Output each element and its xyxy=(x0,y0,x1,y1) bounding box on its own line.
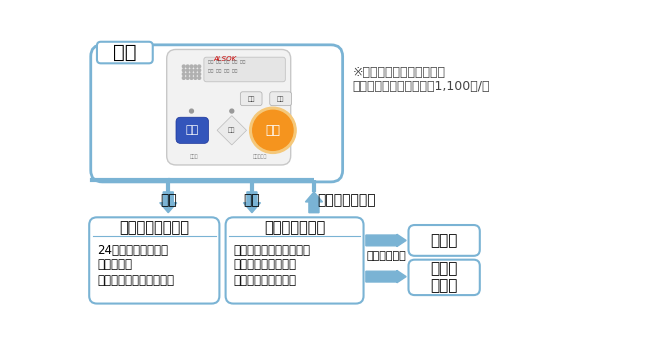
Text: 通話  着信  終了  保留  音量: 通話 着信 終了 保留 音量 xyxy=(208,60,245,64)
Text: ご家族: ご家族 xyxy=(430,233,458,248)
Circle shape xyxy=(190,77,193,79)
Circle shape xyxy=(183,73,185,76)
Text: 救急・
消防等: 救急・ 消防等 xyxy=(430,261,458,294)
Text: 応答  切断  消音  転送: 応答 切断 消音 転送 xyxy=(208,70,237,73)
Circle shape xyxy=(183,69,185,72)
FancyBboxPatch shape xyxy=(204,57,286,82)
FancyBboxPatch shape xyxy=(408,225,480,256)
FancyBboxPatch shape xyxy=(270,92,291,106)
Circle shape xyxy=(190,65,193,68)
Circle shape xyxy=(186,77,189,79)
FancyBboxPatch shape xyxy=(240,92,262,106)
Text: ガードセンター: ガードセンター xyxy=(264,221,325,236)
Circle shape xyxy=(183,77,185,79)
FancyBboxPatch shape xyxy=(89,217,219,303)
Text: 24時間看護師等常駐
通話料無料
健康、介護、栄養相談等: 24時間看護師等常駐 通話料無料 健康、介護、栄養相談等 xyxy=(97,244,174,286)
Text: ALSOK: ALSOK xyxy=(213,56,236,62)
Text: 相談: 相談 xyxy=(160,193,177,207)
Circle shape xyxy=(198,65,201,68)
FancyBboxPatch shape xyxy=(226,217,364,303)
Polygon shape xyxy=(160,192,177,213)
Circle shape xyxy=(190,69,193,72)
Text: 再生: 再生 xyxy=(248,96,255,102)
FancyBboxPatch shape xyxy=(176,117,208,143)
Polygon shape xyxy=(366,234,406,247)
Text: 外出: 外出 xyxy=(277,96,284,102)
Text: 緊急: 緊急 xyxy=(266,124,280,137)
Text: 固定電話がない場合、1,100円/月: 固定電話がない場合、1,100円/月 xyxy=(353,80,490,93)
Circle shape xyxy=(183,65,185,68)
Polygon shape xyxy=(244,192,260,213)
Polygon shape xyxy=(305,192,323,213)
Circle shape xyxy=(250,107,296,153)
Text: スピーカー: スピーカー xyxy=(252,154,267,159)
FancyBboxPatch shape xyxy=(408,260,480,295)
Circle shape xyxy=(198,77,201,79)
FancyBboxPatch shape xyxy=(97,42,153,63)
Polygon shape xyxy=(217,116,246,145)
Circle shape xyxy=(271,109,275,113)
Text: 緊急ボタンが押された時
安否センサー異常時
火災センサー異常時: 緊急ボタンが押された時 安否センサー異常時 火災センサー異常時 xyxy=(233,244,310,286)
Text: 通報: 通報 xyxy=(244,193,260,207)
Text: 通話: 通話 xyxy=(228,127,236,133)
Polygon shape xyxy=(366,270,406,283)
FancyBboxPatch shape xyxy=(91,45,343,182)
Text: マイク: マイク xyxy=(189,154,198,159)
Circle shape xyxy=(253,110,293,150)
FancyBboxPatch shape xyxy=(167,49,291,165)
Circle shape xyxy=(190,73,193,76)
Circle shape xyxy=(230,109,234,113)
Circle shape xyxy=(194,77,197,79)
Circle shape xyxy=(189,109,193,113)
Circle shape xyxy=(186,65,189,68)
Text: 健康相談センター: 健康相談センター xyxy=(120,221,189,236)
Text: 自宅: 自宅 xyxy=(113,43,137,62)
Circle shape xyxy=(194,73,197,76)
Circle shape xyxy=(194,65,197,68)
Circle shape xyxy=(186,69,189,72)
Text: 状況に応じて: 状況に応じて xyxy=(366,251,406,261)
Circle shape xyxy=(186,73,189,76)
Circle shape xyxy=(198,69,201,72)
Text: ※固定電話にとりつけます: ※固定電話にとりつけます xyxy=(353,66,446,79)
Circle shape xyxy=(194,69,197,72)
Text: 警備員かけつけ: 警備員かけつけ xyxy=(317,193,376,207)
Circle shape xyxy=(198,73,201,76)
Text: 相談: 相談 xyxy=(186,125,199,135)
